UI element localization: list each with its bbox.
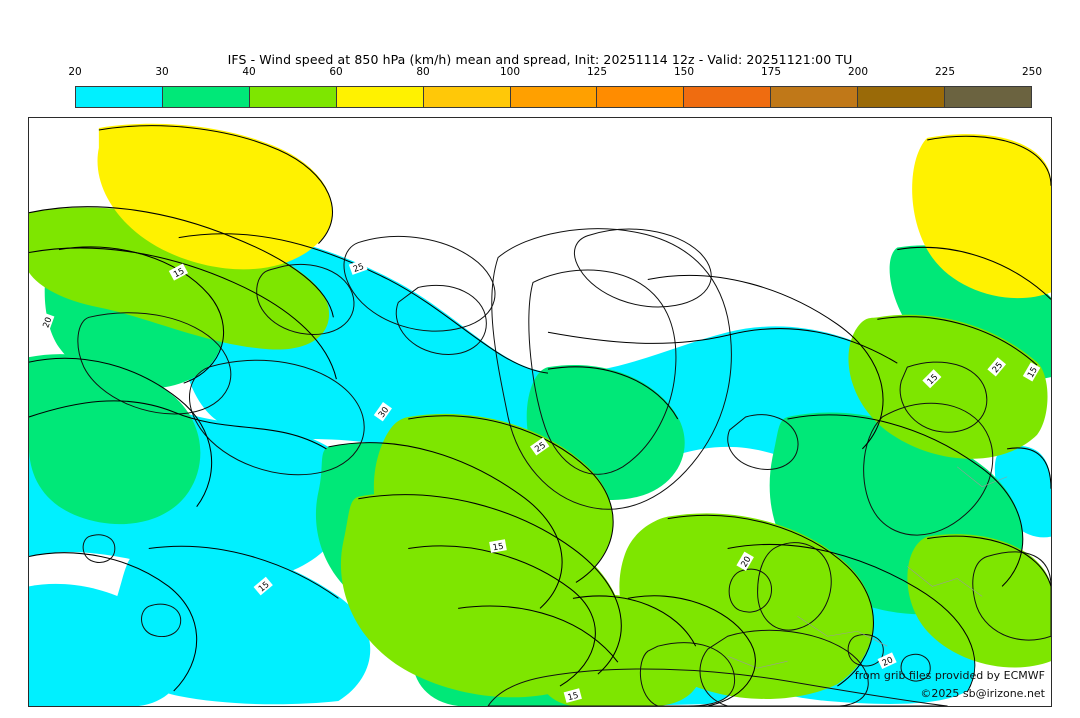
colorbar-tick-labels: 20 30 40 60 80 100 125 150 175 200 225 250 <box>68 66 1042 84</box>
country-borders <box>727 466 1008 669</box>
colorbar-tick-100: 100 <box>499 66 521 78</box>
contour-lines <box>29 125 1051 706</box>
map-canvas: 15 20 25 30 15 <box>29 118 1051 706</box>
colorbar-tick-20: 20 <box>68 66 82 78</box>
colorbar-tick-60: 60 <box>329 66 343 78</box>
contour-labels: 15 20 25 30 15 <box>38 259 1041 703</box>
colorbar-swatch-175-200 <box>771 87 859 107</box>
colorbar-swatch-30-40 <box>162 87 250 107</box>
field-band-40-60 <box>29 207 1051 706</box>
contour-label: 15 <box>172 266 186 280</box>
colorbar-swatch-200-225 <box>858 87 946 107</box>
colorbar-tick-225: 225 <box>934 66 956 78</box>
colorbar-tick-200: 200 <box>847 66 869 78</box>
colorbar-swatch-20-30 <box>76 87 163 107</box>
page-title: IFS - Wind speed at 850 hPa (km/h) mean … <box>227 52 853 67</box>
colorbar-tick-150: 150 <box>673 66 695 78</box>
contour-label: 20 <box>880 654 894 668</box>
colorbar-swatch-40-60 <box>249 87 337 107</box>
colorbar-tick-40: 40 <box>242 66 256 78</box>
colorbar-tick-250: 250 <box>1021 66 1043 78</box>
contour-label: 20 <box>40 316 53 330</box>
colorbar-tick-80: 80 <box>416 66 430 78</box>
field-band-60-80 <box>97 123 1051 299</box>
colorbar-swatch-60-80 <box>336 87 424 107</box>
contour-label: 20 <box>739 554 753 568</box>
contour-label: 15 <box>566 690 579 702</box>
credit-copyright: ©2025 sb@irizone.net <box>920 687 1045 700</box>
coastlines <box>77 228 1051 706</box>
contour-label: 25 <box>352 261 366 274</box>
colorbar-tick-175: 175 <box>760 66 782 78</box>
colorbar-swatch-150-175 <box>684 87 772 107</box>
colorbar-swatch-80-100 <box>423 87 511 107</box>
credit-source: from grib files provided by ECMWF <box>854 669 1045 682</box>
colorbar: 20 30 40 60 80 100 125 150 175 200 225 250 <box>68 66 1042 108</box>
colorbar-swatches <box>75 86 1032 108</box>
contour-label: 15 <box>492 541 504 553</box>
weather-map[interactable]: 15 20 25 30 15 <box>28 117 1052 707</box>
colorbar-swatch-100-125 <box>510 87 598 107</box>
colorbar-swatch-125-150 <box>597 87 685 107</box>
colorbar-tick-30: 30 <box>155 66 169 78</box>
colorbar-swatch-225-250 <box>945 87 1031 107</box>
contour-label: 15 <box>1025 365 1039 379</box>
colorbar-tick-125: 125 <box>586 66 608 78</box>
